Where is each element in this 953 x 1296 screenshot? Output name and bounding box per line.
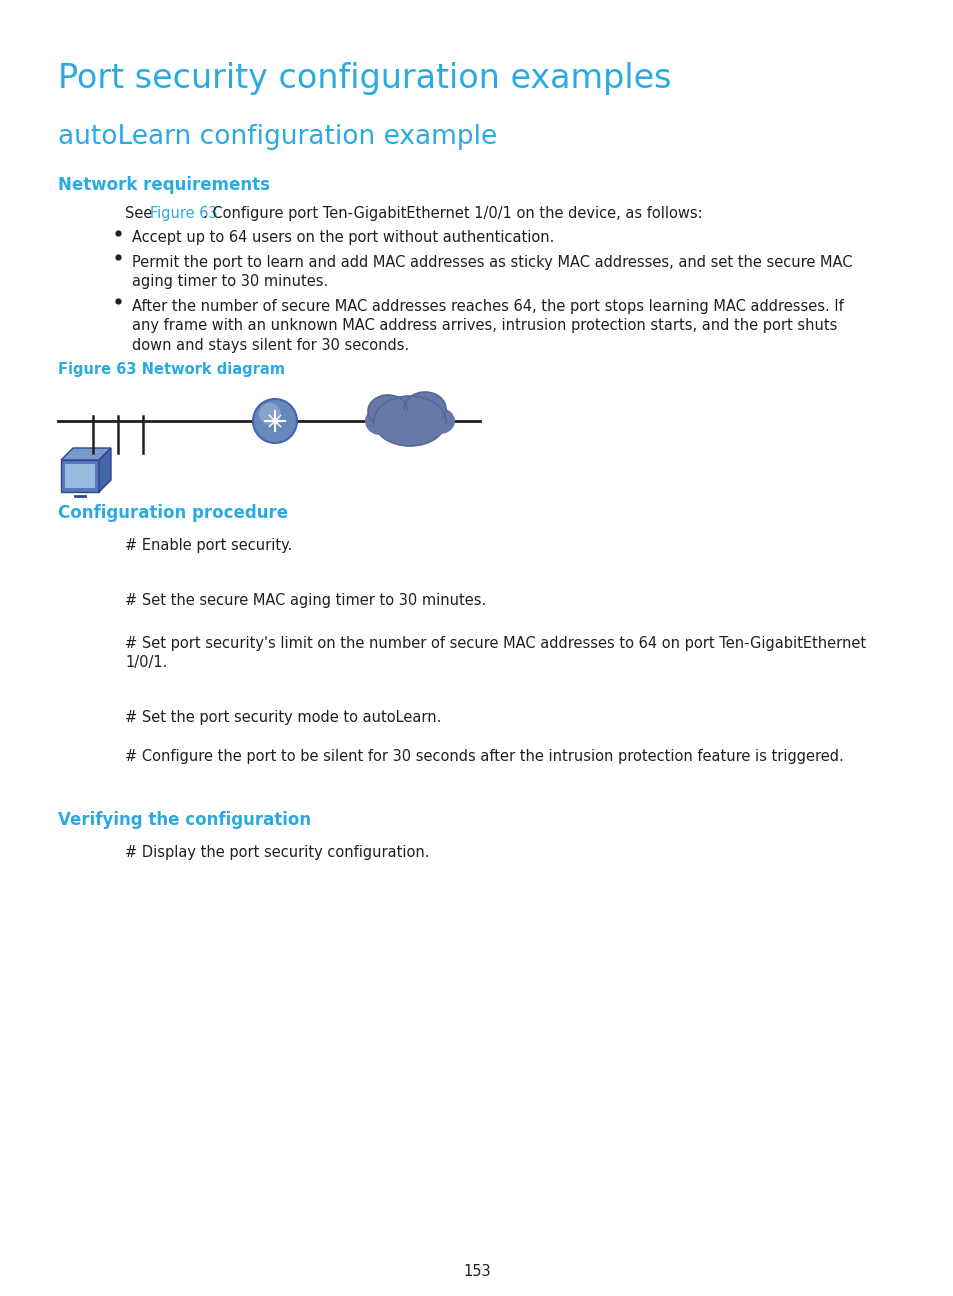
Circle shape	[258, 403, 281, 425]
Text: # Configure the port to be silent for 30 seconds after the intrusion protection : # Configure the port to be silent for 30…	[125, 749, 842, 763]
Text: Port security configuration examples: Port security configuration examples	[58, 62, 671, 95]
Text: # Enable port security.: # Enable port security.	[125, 538, 292, 553]
Polygon shape	[99, 448, 111, 492]
Text: # Display the port security configuration.: # Display the port security configuratio…	[125, 845, 429, 861]
Ellipse shape	[368, 395, 408, 426]
Polygon shape	[61, 448, 111, 460]
Ellipse shape	[374, 410, 446, 442]
Ellipse shape	[403, 391, 446, 426]
Text: # Set the secure MAC aging timer to 30 minutes.: # Set the secure MAC aging timer to 30 m…	[125, 592, 486, 608]
Text: Configuration procedure: Configuration procedure	[58, 504, 288, 522]
Text: See: See	[125, 206, 157, 222]
Text: # Set the port security mode to autoLearn.: # Set the port security mode to autoLear…	[125, 710, 441, 724]
Text: Verifying the configuration: Verifying the configuration	[58, 811, 311, 829]
Text: autoLearn configuration example: autoLearn configuration example	[58, 124, 497, 150]
Ellipse shape	[424, 408, 455, 434]
Ellipse shape	[365, 407, 395, 435]
Text: 1/0/1.: 1/0/1.	[125, 654, 167, 670]
Text: After the number of secure MAC addresses reaches 64, the port stops learning MAC: After the number of secure MAC addresses…	[132, 298, 842, 314]
Text: Accept up to 64 users on the port without authentication.: Accept up to 64 users on the port withou…	[132, 231, 554, 245]
Text: aging timer to 30 minutes.: aging timer to 30 minutes.	[132, 275, 328, 289]
Text: Figure 63: Figure 63	[150, 206, 217, 222]
Bar	[61, 460, 99, 492]
Text: Figure 63 Network diagram: Figure 63 Network diagram	[58, 362, 285, 377]
Text: . Configure port Ten-GigabitEthernet 1/0/1 on the device, as follows:: . Configure port Ten-GigabitEthernet 1/0…	[203, 206, 702, 222]
Text: down and stays silent for 30 seconds.: down and stays silent for 30 seconds.	[132, 338, 409, 353]
Text: any frame with an unknown MAC address arrives, intrusion protection starts, and : any frame with an unknown MAC address ar…	[132, 318, 837, 333]
Text: Network requirements: Network requirements	[58, 176, 270, 194]
Text: # Set port security's limit on the number of secure MAC addresses to 64 on port : # Set port security's limit on the numbe…	[125, 635, 865, 651]
Ellipse shape	[374, 397, 446, 446]
Bar	[65, 464, 95, 489]
Text: 153: 153	[463, 1264, 490, 1279]
Circle shape	[253, 399, 296, 443]
Text: Permit the port to learn and add MAC addresses as sticky MAC addresses, and set : Permit the port to learn and add MAC add…	[132, 255, 852, 270]
